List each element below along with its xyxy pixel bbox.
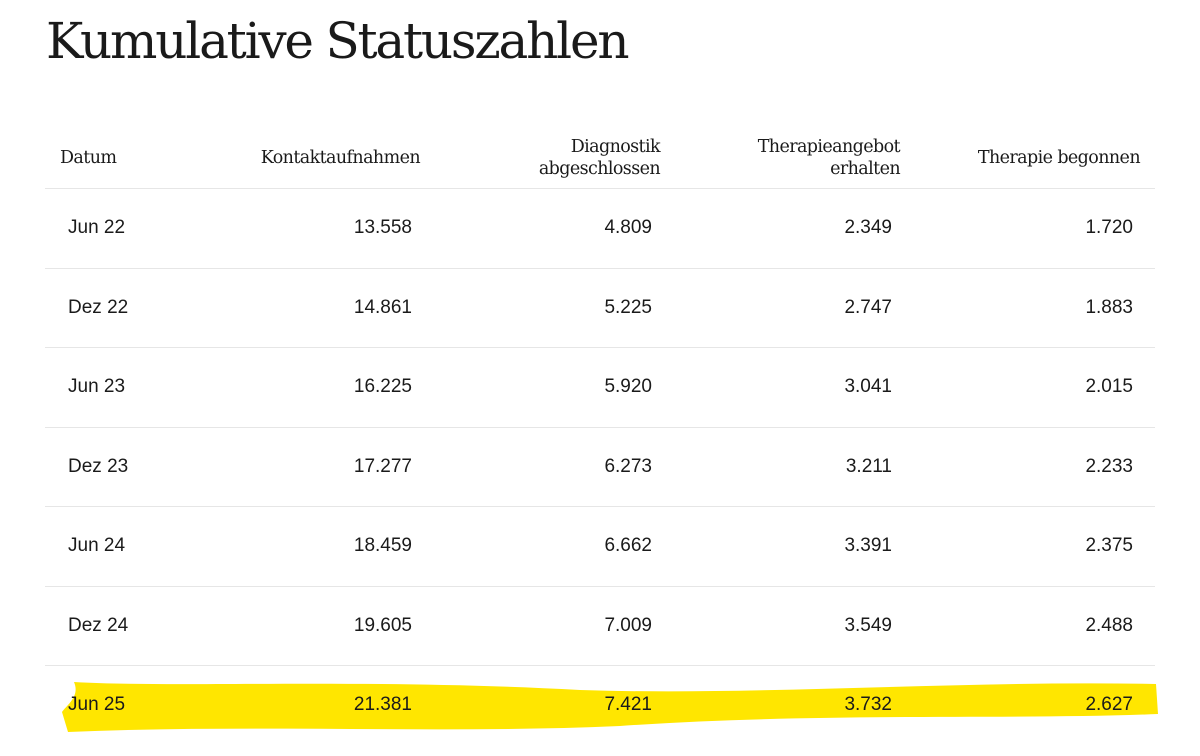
header-kontaktaufnahmen: Kontaktaufnahmen [175,128,421,189]
highlight-marker-stroke [62,682,1158,732]
cell-datum: Jun 23 [45,347,175,428]
table-row-highlighted: Jun 25 21.381 7.421 3.732 2.627 [45,666,1155,745]
cell-therapieangebot-erhalten: 3.211 [660,427,900,507]
page-title: Kumulative Statuszahlen [46,12,630,70]
cell-datum: Dez 23 [45,427,175,507]
cell-kontaktaufnahmen: 16.225 [175,347,420,428]
cell-diagnostik-abgeschlossen: 7.421 [604,694,652,716]
status-table: Datum Kontaktaufnahmen Diagnostik abgesch… [45,128,1155,745]
cell-diagnostik-abgeschlossen: 5.225 [420,268,660,348]
cell-therapie-begonnen: 2.627 [1085,694,1133,716]
cell-diagnostik-abgeschlossen: 5.920 [420,347,660,428]
cell-therapie-begonnen: 1.720 [900,188,1155,269]
header-datum: Datum [45,128,175,189]
cell-kontaktaufnahmen: 18.459 [175,506,420,587]
cell-kontaktaufnahmen: 17.277 [175,427,420,507]
cell-datum: Dez 24 [45,586,175,666]
cell-therapieangebot-erhalten: 3.549 [660,586,900,666]
cell-datum: Jun 25 [68,694,126,716]
cell-therapieangebot-erhalten: 3.041 [660,347,900,428]
table-row: Dez 23 17.277 6.273 3.211 2.233 [45,427,1155,507]
cell-kontaktaufnahmen: 19.605 [175,586,420,666]
table-row: Dez 24 19.605 7.009 3.549 2.488 [45,586,1155,666]
table-row: Jun 22 13.558 4.809 2.349 1.720 [45,188,1155,269]
cell-therapieangebot-erhalten: 3.391 [660,506,900,587]
cell-therapie-begonnen: 2.233 [900,427,1155,507]
header-therapieangebot-erhalten: Therapieangebot erhalten [660,128,901,189]
cell-therapieangebot-erhalten: 3.732 [844,694,892,716]
cell-diagnostik-abgeschlossen: 6.273 [420,427,660,507]
table-row: Jun 24 18.459 6.662 3.391 2.375 [45,506,1155,587]
cell-therapie-begonnen: 2.015 [900,347,1155,428]
table-row: Dez 22 14.861 5.225 2.747 1.883 [45,268,1155,348]
cell-kontaktaufnahmen: 21.381 [353,694,412,716]
cell-therapieangebot-erhalten: 2.747 [660,268,900,348]
cell-datum: Dez 22 [45,268,175,348]
header-diagnostik-abgeschlossen: Diagnostik abgeschlossen [420,128,661,189]
cell-kontaktaufnahmen: 14.861 [175,268,420,348]
cell-kontaktaufnahmen: 13.558 [175,188,420,269]
table-header-row: Datum Kontaktaufnahmen Diagnostik abgesch… [45,128,1155,189]
cell-datum: Jun 22 [45,188,175,269]
cell-therapie-begonnen: 1.883 [900,268,1155,348]
status-table-container: Datum Kontaktaufnahmen Diagnostik abgesch… [45,128,1155,745]
cell-therapie-begonnen: 2.488 [900,586,1155,666]
table-row: Jun 23 16.225 5.920 3.041 2.015 [45,347,1155,428]
cell-therapieangebot-erhalten: 2.349 [660,188,900,269]
header-therapie-begonnen: Therapie begonnen [900,128,1155,189]
cell-diagnostik-abgeschlossen: 6.662 [420,506,660,587]
cell-diagnostik-abgeschlossen: 7.009 [420,586,660,666]
cell-datum: Jun 24 [45,506,175,587]
cell-therapie-begonnen: 2.375 [900,506,1155,587]
cell-diagnostik-abgeschlossen: 4.809 [420,188,660,269]
